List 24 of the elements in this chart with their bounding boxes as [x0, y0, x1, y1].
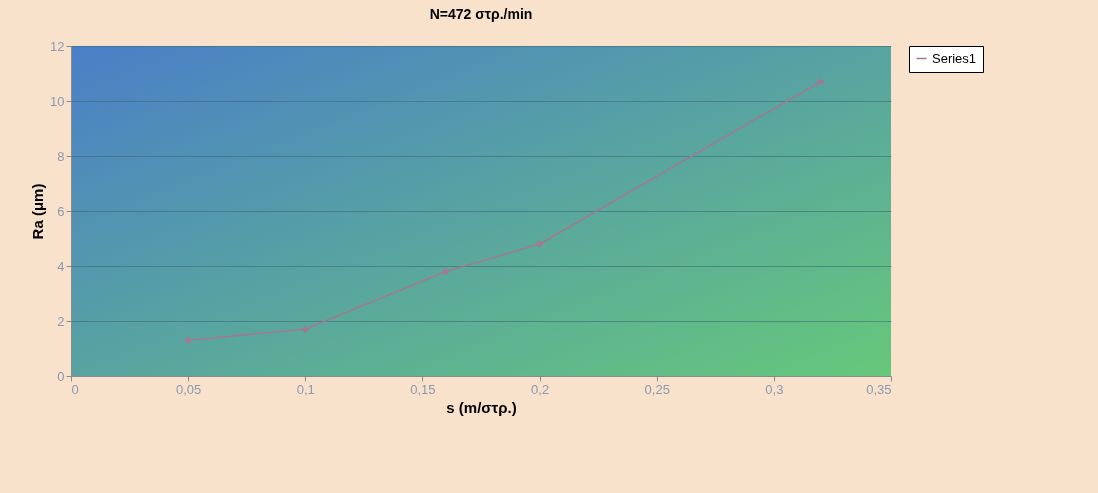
point — [184, 336, 193, 345]
x-tick-label: 0,35 — [866, 381, 892, 397]
point — [816, 77, 825, 86]
y-tick-label: 4 — [57, 258, 65, 274]
legend-label: Series1 — [932, 50, 977, 66]
y-tick-label: 8 — [57, 148, 65, 164]
point — [441, 267, 450, 276]
x-tick-label: 0 — [71, 381, 79, 397]
point — [535, 240, 544, 248]
y-axis-title: Ra (μm) — [29, 183, 47, 240]
y-tick-label: 0 — [57, 368, 65, 384]
y-tick-label: 6 — [57, 203, 65, 219]
y-tick-label: 10 — [50, 93, 65, 109]
x-tick-label: 0,15 — [410, 381, 436, 397]
y-tick-label: 12 — [50, 38, 65, 54]
x-tick-label: 0,3 — [765, 381, 784, 397]
x-axis-title: s (m/στρ.) — [446, 398, 517, 416]
x-tick-label: 0,2 — [531, 381, 550, 397]
chart-title: N=472 στρ./min — [429, 6, 533, 22]
x-tick-label: 0,05 — [175, 381, 202, 397]
x-tick-label: 0,1 — [296, 381, 315, 397]
point — [301, 325, 310, 334]
y-tick-label: 2 — [57, 313, 65, 329]
x-tick-label: 0,25 — [644, 381, 670, 397]
